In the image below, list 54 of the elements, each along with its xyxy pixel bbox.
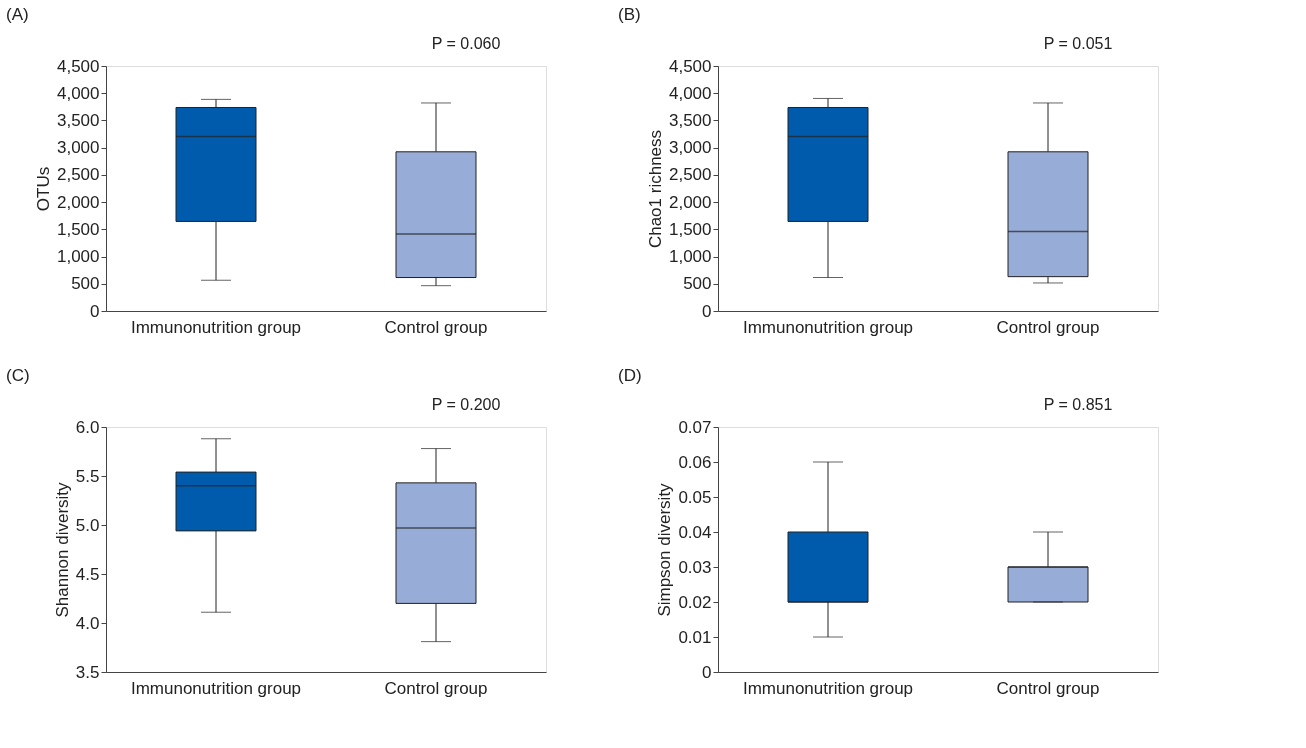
y-tick-label: 1,000 [668, 247, 712, 267]
y-tick-label: 0.07 [678, 417, 712, 437]
y-tick-label: 4,000 [56, 83, 100, 103]
x-tick-label: Immunonutrition group [130, 678, 302, 698]
y-tick-label: 0.05 [678, 487, 712, 507]
text: P = 0.060 [431, 35, 501, 52]
y-tick-label: 4,500 [668, 56, 712, 76]
text: P = 0.851 [1043, 396, 1113, 413]
x-tick-label: Immunonutrition group [130, 317, 302, 337]
y-tick-label: 1,500 [668, 219, 712, 239]
y-tick-label: 0.03 [678, 557, 712, 577]
y-axis-title: Simpson diversity [655, 482, 675, 617]
y-tick-label: 2,500 [668, 165, 712, 185]
y-tick-label: 500 [683, 274, 712, 294]
text: P = 0.200 [431, 396, 501, 413]
y-axis-title: Shannon diversity [52, 481, 72, 618]
y-tick-label: 0.01 [678, 627, 712, 647]
y-tick-label: 4,000 [668, 83, 712, 103]
y-tick-label: 0 [90, 301, 100, 321]
chart-title: (D) [618, 366, 642, 385]
x-tick-label: Control group [996, 317, 1100, 337]
chart-title: (C) [6, 366, 30, 385]
x-tick-label: Immunonutrition group [742, 678, 914, 698]
y-tick-label: 1,500 [56, 219, 100, 239]
y-tick-label: 3,000 [668, 138, 712, 158]
y-tick-label: 0.06 [678, 452, 712, 472]
text: P = 0.051 [1043, 35, 1113, 52]
x-tick-label: Immunonutrition group [742, 317, 914, 337]
y-tick-label: 3.5 [75, 662, 100, 682]
y-tick-label: 0 [702, 301, 712, 321]
x-tick-label: Control group [384, 678, 488, 698]
y-tick-label: 2,000 [668, 192, 712, 212]
y-tick-label: 500 [71, 274, 100, 294]
y-tick-label: 3,500 [668, 110, 712, 130]
y-tick-label: 2,000 [56, 192, 100, 212]
y-tick-label: 3,000 [56, 138, 100, 158]
chart-title: (A) [6, 5, 29, 24]
y-tick-label: 4.0 [75, 613, 100, 633]
y-tick-label: 2,500 [56, 165, 100, 185]
y-tick-label: 4,500 [56, 56, 100, 76]
y-tick-label: 0.04 [678, 522, 712, 542]
y-axis-title: Chao1 richness [645, 129, 665, 249]
y-tick-label: 0 [702, 662, 712, 682]
y-tick-label: 1,000 [56, 247, 100, 267]
chart-title: (B) [618, 5, 641, 24]
y-axis-title: OTUs [33, 166, 53, 212]
y-tick-label: 6.0 [75, 417, 100, 437]
x-tick-label: Control group [996, 678, 1100, 698]
x-tick-label: Control group [384, 317, 488, 337]
y-tick-label: 5.5 [75, 466, 100, 486]
y-tick-label: 5.0 [75, 515, 100, 535]
y-tick-label: 0.02 [678, 592, 712, 612]
y-tick-label: 3,500 [56, 110, 100, 130]
y-tick-label: 4.5 [75, 564, 100, 584]
